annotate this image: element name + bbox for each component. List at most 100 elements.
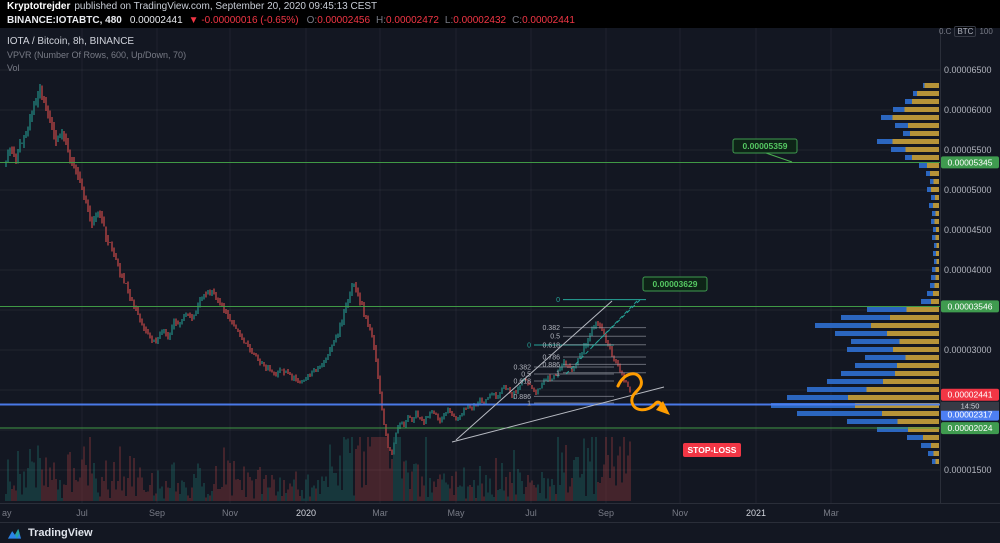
time-axis-label: Mar — [372, 508, 388, 518]
volume-bar — [621, 482, 623, 501]
trend-line[interactable] — [591, 298, 642, 348]
trend-line[interactable] — [765, 152, 793, 163]
trend-line[interactable] — [455, 300, 613, 441]
fib-level-label: 0.786 — [542, 355, 560, 362]
candle-body — [233, 322, 235, 327]
candle-body — [445, 412, 447, 415]
candle-body — [29, 118, 31, 128]
candle-body — [33, 105, 35, 112]
candle-body — [261, 362, 263, 364]
volume-bar — [463, 467, 465, 501]
candle-body — [273, 372, 275, 375]
volume-bar — [215, 465, 217, 501]
volume-bar — [69, 451, 71, 501]
volume-bar — [289, 483, 291, 501]
projection-arrow[interactable] — [616, 372, 666, 412]
tradingview-logo-icon[interactable] — [7, 527, 22, 540]
trend-line[interactable] — [565, 300, 638, 375]
horizontal-level-lines[interactable] — [0, 161, 940, 429]
vpvr-row-down — [841, 314, 890, 321]
tradingview-brand[interactable]: TradingView — [28, 527, 93, 539]
volume-bar — [547, 478, 549, 501]
candle-body — [471, 406, 473, 410]
candle-body — [479, 399, 481, 403]
candle-body — [91, 219, 93, 226]
scale-unit-btc-button[interactable]: BTC — [954, 26, 977, 37]
symbol-name[interactable]: BINANCE:IOTABTC, 480 — [7, 15, 122, 26]
vpvr-row-up — [847, 394, 939, 401]
drawings[interactable]: 00.3820.50.6180.886100.3820.50.6180.7860… — [451, 152, 793, 443]
open-value: 0.00002456 — [317, 15, 371, 26]
upper-target-text: 0.00005359 — [743, 141, 788, 151]
time-axis[interactable]: ay Jul Sep Nov 2020 Mar May Jul Sep Nov 2021 Mar — [2, 508, 839, 518]
candle-body — [493, 393, 495, 395]
volume-bar — [455, 471, 457, 501]
legend-indicator-vpvr[interactable]: VPVR (Number Of Rows, 600, Up/Down, 70) — [7, 50, 187, 60]
legend-indicator-vol[interactable]: Vol — [7, 63, 20, 73]
candle-body — [345, 304, 347, 312]
volume-bar — [425, 437, 427, 501]
volume-bar — [223, 447, 225, 501]
volume-bar — [47, 486, 49, 501]
high-label: H: — [376, 15, 387, 26]
vpvr-row-down — [919, 162, 927, 169]
volume-bar — [607, 455, 609, 501]
volume-bar — [285, 492, 287, 501]
chart-legend-title[interactable]: IOTA / Bitcoin, 8h, BINANCE — [7, 36, 135, 47]
volume-bar — [569, 486, 571, 501]
fib-level-label: 0.5 — [521, 372, 531, 379]
vpvr-row-down — [934, 242, 937, 249]
price-axis[interactable]: 0.00006500 0.00006000 0.00005500 0.00005000… — [0, 28, 1000, 504]
scale-left-text: 0.C — [939, 27, 952, 36]
candle-body — [213, 291, 215, 294]
volume-bar — [235, 479, 237, 501]
vpvr-row-down — [847, 418, 898, 425]
volume-bar — [115, 489, 117, 501]
volume-bar — [561, 452, 563, 501]
vpvr-row-up — [892, 138, 939, 145]
volume-bar — [517, 468, 519, 501]
trend-line[interactable] — [451, 386, 665, 443]
volume-bar — [333, 472, 335, 501]
volume-bar — [401, 478, 403, 501]
volume-bar — [217, 488, 219, 501]
volume-bar — [349, 453, 351, 501]
vpvr-row-down — [815, 322, 871, 329]
volume-bar — [137, 477, 139, 501]
candle-body — [487, 398, 489, 400]
volume-bar — [453, 495, 455, 501]
volume-bar — [123, 476, 125, 501]
candle-body — [403, 421, 405, 427]
candle-body — [351, 284, 353, 294]
vpvr-row-down — [865, 354, 906, 361]
volume-bar — [495, 457, 497, 501]
time-axis-label: Sep — [149, 508, 165, 518]
upper-target-label[interactable] — [732, 138, 798, 154]
annotation-labels[interactable]: 0.00005359 0.00003629 STOP-LOSS — [642, 138, 798, 457]
vpvr-row-down — [807, 386, 867, 393]
volume-bar — [319, 494, 321, 501]
candle-body — [525, 378, 527, 381]
price-scale-header[interactable]: 0.C BTC 100 — [939, 26, 999, 37]
candle-body — [75, 166, 77, 172]
candle-body — [359, 293, 361, 303]
candle-body — [193, 314, 195, 320]
candle-body — [71, 158, 73, 162]
stop-loss-label[interactable] — [683, 443, 741, 457]
candle-body — [561, 363, 563, 369]
price-axis-label: 0.00001500 — [944, 465, 992, 475]
mid-target-label[interactable] — [642, 276, 708, 292]
candle-body — [187, 314, 189, 315]
candle-body — [527, 380, 529, 384]
volume-bar — [135, 496, 137, 501]
candle-body — [243, 337, 245, 343]
candle-body — [331, 345, 333, 350]
time-axis-label: Mar — [823, 508, 839, 518]
candle-body — [559, 368, 561, 372]
volume-bar — [213, 483, 215, 501]
candle-body — [517, 388, 519, 393]
